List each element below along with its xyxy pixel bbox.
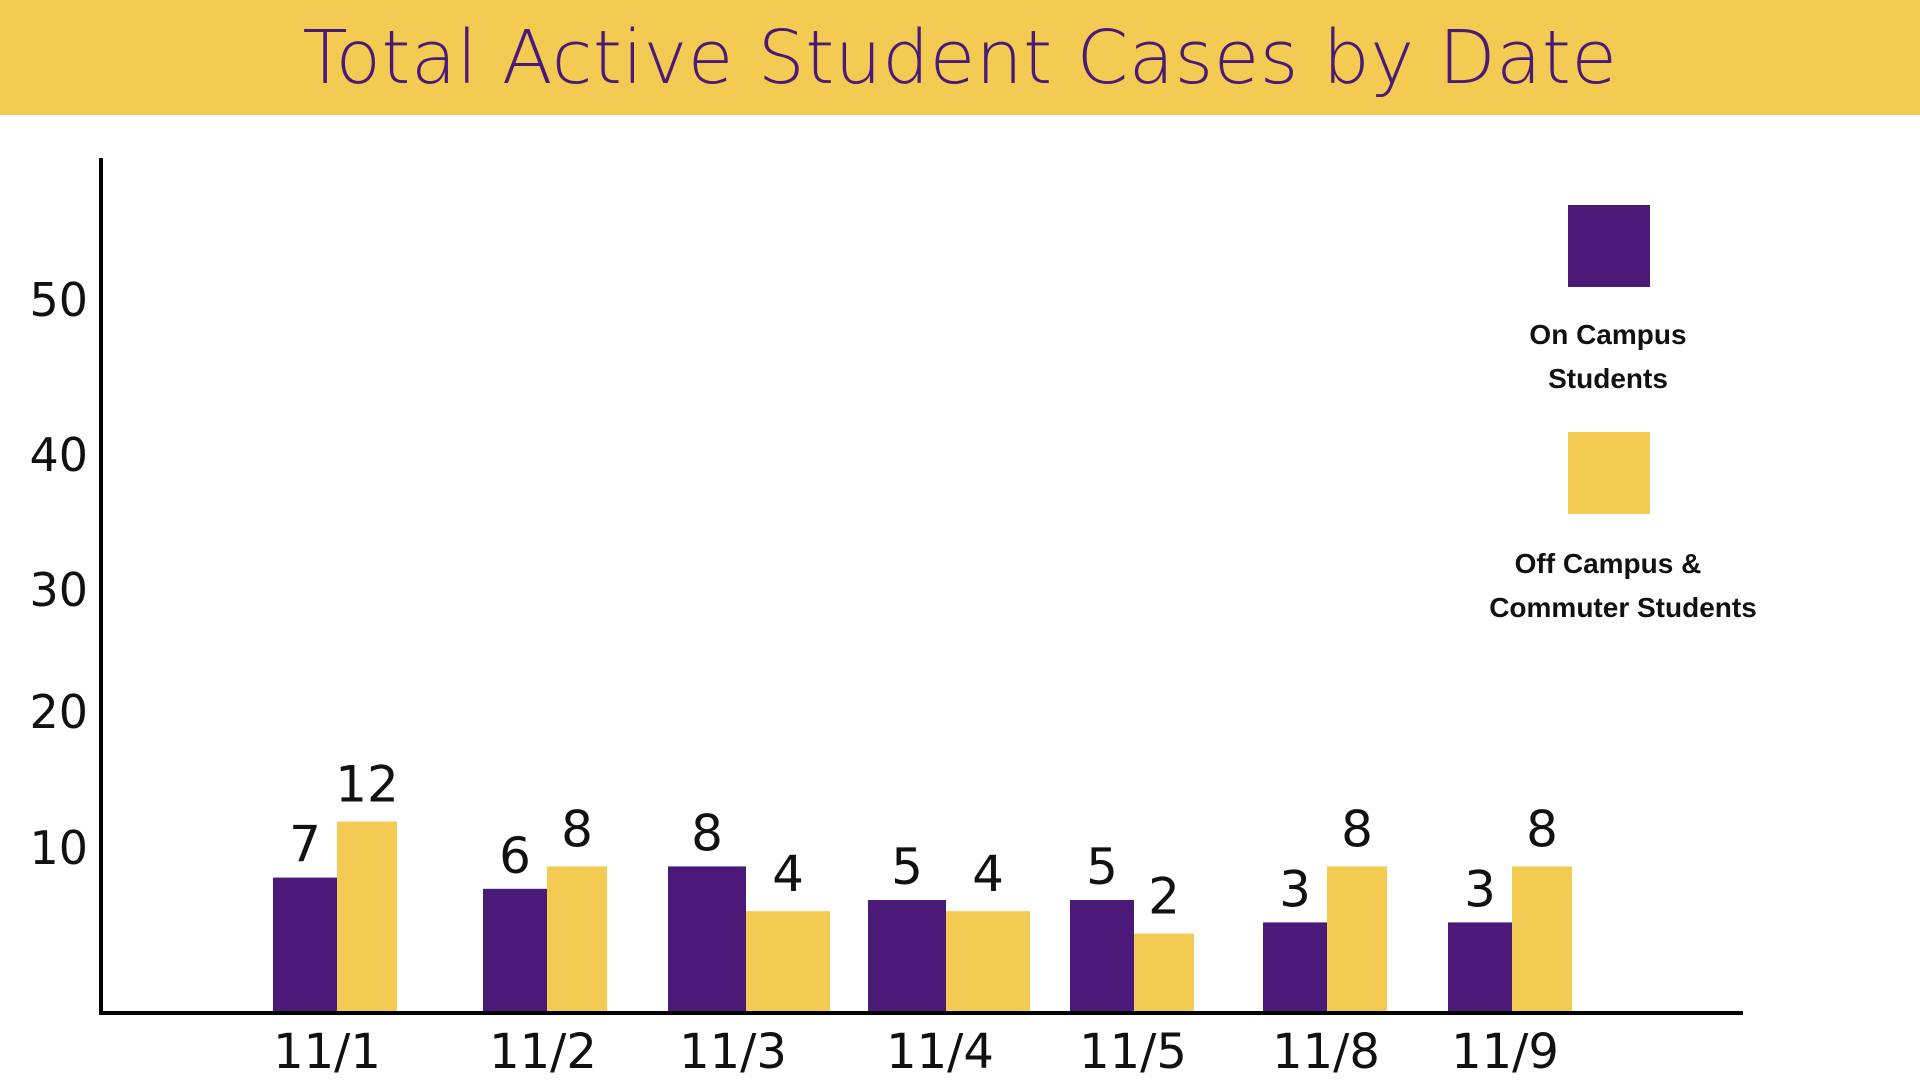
data-label-on-campus-11-5: 5 [1086,838,1118,896]
x-tick-label-11-9: 11/9 [1451,1024,1559,1080]
data-label-on-campus-11-2: 6 [499,827,531,885]
data-label-on-campus-11-3: 8 [691,804,723,862]
bar-off-campus-11-1 [337,821,397,1012]
data-label-off-campus-11-2: 8 [561,800,593,858]
data-label-on-campus-11-4: 5 [891,838,923,896]
bars-layer [273,821,1572,1012]
bar-on-campus-11-1 [273,877,337,1012]
bar-off-campus-11-5 [1134,933,1194,1012]
bar-on-campus-11-5 [1070,900,1134,1012]
x-tick-label-11-3: 11/3 [679,1024,787,1080]
data-label-off-campus-11-5: 2 [1148,868,1180,926]
y-tick-label-20: 20 [29,685,88,739]
data-label-on-campus-11-9: 3 [1464,860,1496,918]
bar-on-campus-11-2 [483,888,547,1012]
data-label-off-campus-11-1: 12 [335,756,399,814]
legend-swatch-off-campus [1568,432,1650,514]
bar-off-campus-11-2 [547,866,607,1012]
data-label-off-campus-11-3: 4 [772,845,804,903]
legend-label-on-campus-line-1: On Campus [1529,319,1686,350]
legend-label-off-campus-line-1: Off Campus & [1515,548,1702,579]
legend-swatch-on-campus [1568,205,1650,287]
y-tick-label-50: 50 [29,273,88,327]
data-label-off-campus-11-9: 8 [1526,800,1558,858]
bar-on-campus-11-4 [868,900,946,1012]
y-tick-label-40: 40 [29,428,88,482]
data-label-on-campus-11-8: 3 [1279,860,1311,918]
x-tick-label-11-4: 11/4 [886,1024,994,1080]
data-label-on-campus-11-1: 7 [289,816,321,874]
x-tick-label-11-1: 11/1 [273,1024,381,1080]
bar-off-campus-11-4 [946,911,1030,1012]
x-tick-labels: 11/1 11/2 11/3 11/4 11/5 11/8 11/9 [273,1024,1559,1080]
x-tick-label-11-8: 11/8 [1272,1024,1380,1080]
bar-off-campus-11-9 [1512,866,1572,1012]
bar-on-campus-11-3 [668,866,746,1012]
data-label-off-campus-11-8: 8 [1341,800,1373,858]
x-tick-label-11-2: 11/2 [489,1024,597,1080]
title-banner: Total Active Student Cases by Date [0,0,1920,115]
bar-on-campus-11-9 [1448,922,1512,1012]
bar-on-campus-11-8 [1263,922,1327,1012]
y-tick-labels: 10 20 30 40 50 [29,273,88,875]
x-tick-label-11-5: 11/5 [1079,1024,1187,1080]
bar-off-campus-11-3 [746,911,830,1012]
y-tick-label-10: 10 [29,821,88,875]
data-label-off-campus-11-4: 4 [972,845,1004,903]
y-tick-label-30: 30 [29,563,88,617]
chart-title: Total Active Student Cases by Date [302,14,1618,101]
bar-off-campus-11-8 [1327,866,1387,1012]
legend-label-on-campus-line-2: Students [1548,363,1668,394]
legend: On Campus Students Off Campus & Commuter St… [1489,205,1757,623]
legend-label-off-campus-line-2: Commuter Students [1489,592,1757,623]
